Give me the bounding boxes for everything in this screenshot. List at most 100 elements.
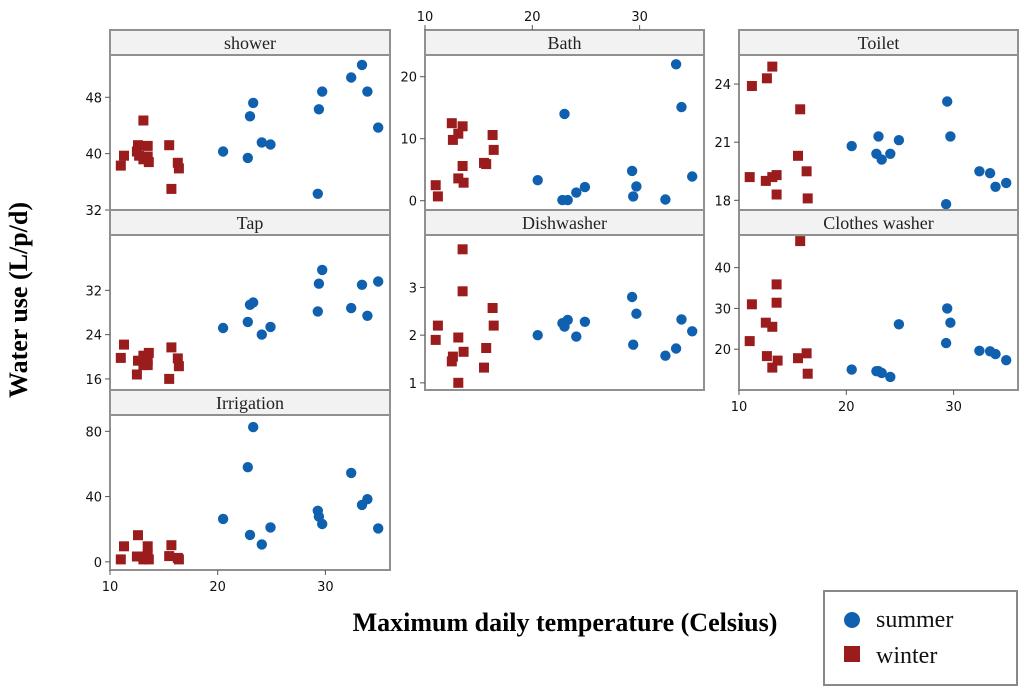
y-tick-label: 24 [85,329,102,344]
point-winter [133,140,143,151]
point-summer [248,297,259,308]
point-summer [579,181,591,193]
point-winter [164,140,175,151]
point-summer [571,187,582,198]
point-summer [244,529,256,541]
point-summer [885,371,896,383]
panel-strip [424,209,705,236]
point-summer [942,303,953,314]
point-winter [142,360,153,371]
point-summer [660,194,671,205]
point-winter [771,297,782,308]
point-winter [457,286,468,297]
panel-strip [738,29,1019,56]
y-axis-label: Water use (L/p/d) [4,202,33,398]
point-winter [138,115,149,126]
point-winter [164,551,175,562]
y-tick-label: 80 [85,425,102,440]
point-winter [457,244,468,255]
point-winter [744,172,755,183]
y-tick-label: 20 [714,343,731,358]
point-summer [256,329,267,340]
point-winter [430,334,441,345]
point-summer [579,316,591,327]
point-winter [760,317,771,328]
point-winter [793,353,803,364]
point-winter [771,170,782,181]
point-winter [453,332,464,343]
point-winter [453,128,464,139]
panels-layer: shower324048Tap162432Irrigation04080Bath… [85,10,1019,595]
point-summer [562,194,573,206]
panel-strip [109,29,391,56]
point-winter [447,351,458,362]
point-summer [893,135,905,146]
point-summer [256,539,267,550]
point-summer [312,188,323,199]
point-winter [447,134,458,145]
point-summer [373,276,384,287]
point-summer [362,310,373,321]
point-summer [317,86,328,97]
x-axis-col-0: 10 20 30 [102,570,334,595]
y-tick-label: 10 [400,133,417,148]
point-summer [942,96,953,107]
y-tick-label: 0 [409,195,417,210]
panel-dishwasher: Dishwasher 1 2 3 [409,209,705,392]
point-winter [458,346,469,357]
panel-title-clothes-washer: Clothes washer [823,213,933,233]
panel-title-shower: shower [224,33,276,53]
y-tick-label: 30 [714,302,731,317]
point-summer [312,306,323,317]
panel-toilet: Toilet 18 21 24 [714,29,1019,211]
point-summer [373,523,384,534]
panel-clothes-washer: Clothes washer 20 30 40 [714,209,1019,391]
point-winter [432,320,443,331]
legend-box [823,590,1018,686]
point-summer [217,513,229,525]
point-summer [532,175,543,186]
point-winter [761,73,772,84]
panel-title-irrigation: Irrigation [216,393,284,413]
point-winter [795,236,806,247]
point-summer [362,494,373,505]
point-winter [801,348,812,359]
point-summer [248,421,259,433]
point-summer [346,72,357,83]
panel-irrigation: Irrigation 0 40 80 [85,389,391,571]
point-summer [242,152,253,164]
point-winter [119,541,129,552]
point-winter [481,159,492,170]
point-winter [801,166,812,177]
point-summer [687,326,698,337]
point-summer [990,181,1001,192]
x-axis-col-2: 10 20 30 [731,390,962,415]
legend-marker-summer [844,612,860,628]
point-winter [457,121,468,132]
y-tick-label: 40 [714,262,731,277]
point-summer [1001,355,1012,366]
point-winter [119,150,129,161]
point-winter [488,144,499,155]
point-winter [166,540,177,551]
point-summer [676,314,687,325]
point-summer [256,137,267,148]
point-summer [676,101,687,113]
point-winter [131,369,142,380]
legend-label-summer: summer [876,607,953,633]
point-winter [432,191,443,202]
point-winter [143,157,154,168]
point-summer [373,122,384,133]
point-winter [767,321,778,332]
panel-title-toilet: Toilet [858,33,900,53]
point-summer [356,59,368,71]
point-winter [115,352,126,363]
point-winter [746,81,757,91]
point-summer [876,154,887,165]
legend-marker-winter [844,646,860,662]
point-summer [626,165,638,177]
panel-tap: Tap 16 24 32 [85,209,391,391]
point-summer [876,367,887,379]
point-winter [771,279,782,290]
point-winter [453,377,464,388]
